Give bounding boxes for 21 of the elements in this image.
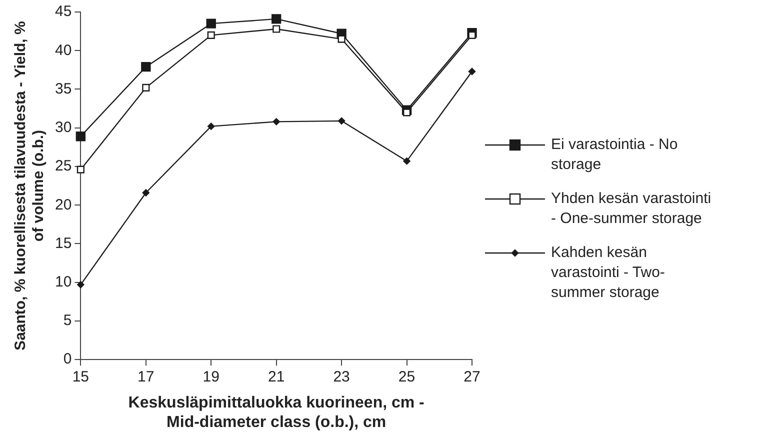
- y-tick-label: 45: [54, 3, 72, 20]
- x-tick-label: 25: [398, 368, 416, 386]
- legend-label: Yhden kesän varastointi - One-summer storage: [551, 189, 712, 229]
- x-tick-label: 17: [138, 368, 154, 386]
- y-tick-label: 30: [54, 119, 72, 136]
- y-axis-title: Saanto, % kuorellisesta tilavuudesta - Yield, % of volume (o.b.): [12, 21, 48, 350]
- y-tick-label: 15: [54, 234, 72, 252]
- x-tick-label: 23: [333, 368, 350, 386]
- y-tick-label: 0: [63, 350, 72, 368]
- legend-label: Ei varastointia - No storage: [551, 135, 679, 175]
- y-tick-label: 25: [54, 158, 72, 175]
- y-tick-label: 20: [54, 196, 72, 214]
- x-tick-label: 21: [268, 368, 285, 386]
- y-tick-label: 10: [54, 273, 72, 290]
- y-tick-label: 5: [63, 312, 72, 330]
- legend-label: Kahden kesän varastointi - Two-summer storage: [551, 243, 666, 303]
- x-axis-title: Keskusläpimittaluokka kuorineen, cm - Mid-diameter class (o.b.), cm: [128, 394, 424, 431]
- y-tick-label: 35: [54, 80, 72, 98]
- y-tick-label: 40: [54, 42, 72, 59]
- x-tick-label: 27: [464, 368, 480, 386]
- x-tick-label: 19: [202, 368, 220, 386]
